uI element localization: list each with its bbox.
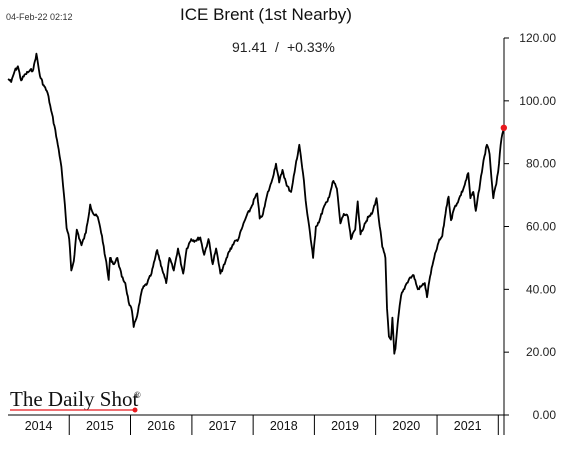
timestamp: 04-Feb-22 02:12 (6, 12, 73, 22)
y-tick-label: 20.00 (526, 345, 556, 359)
y-tick-label: 80.00 (526, 157, 556, 171)
x-tick-label: 2021 (454, 419, 482, 433)
x-tick-label: 2017 (209, 419, 237, 433)
y-tick-label: 120.00 (519, 31, 556, 45)
x-tick-label: 2016 (147, 419, 175, 433)
price-line (7, 52, 505, 355)
brand-logo-text: The Daily Shot (10, 387, 138, 411)
last-value: 91.41 (232, 39, 267, 55)
brand-registered-mark: ® (134, 390, 141, 400)
x-axis: 2014 2015 2016 2017 2018 2019 2020 2021 (8, 414, 504, 435)
brand-logo: The Daily Shot ® (10, 387, 141, 413)
y-tick-label: 0.00 (533, 408, 557, 422)
x-tick-label: 2020 (392, 419, 420, 433)
chart-title: ICE Brent (1st Nearby) (180, 5, 352, 24)
brand-logo-dot (132, 407, 138, 413)
y-axis: 0.00 20.00 40.00 60.00 80.00 100.00 120.00 (503, 31, 557, 435)
y-tick-label: 60.00 (526, 220, 556, 234)
change-percent: +0.33% (287, 39, 335, 55)
x-tick-label: 2015 (86, 419, 114, 433)
x-tick-label: 2014 (25, 419, 53, 433)
last-point-marker (500, 124, 508, 132)
x-tick-label: 2018 (270, 419, 298, 433)
y-tick-label: 40.00 (526, 282, 556, 296)
x-tick-label: 2019 (331, 419, 359, 433)
series-layer (7, 52, 508, 355)
value-separator: / (275, 39, 279, 55)
y-tick-label: 100.00 (519, 94, 556, 108)
